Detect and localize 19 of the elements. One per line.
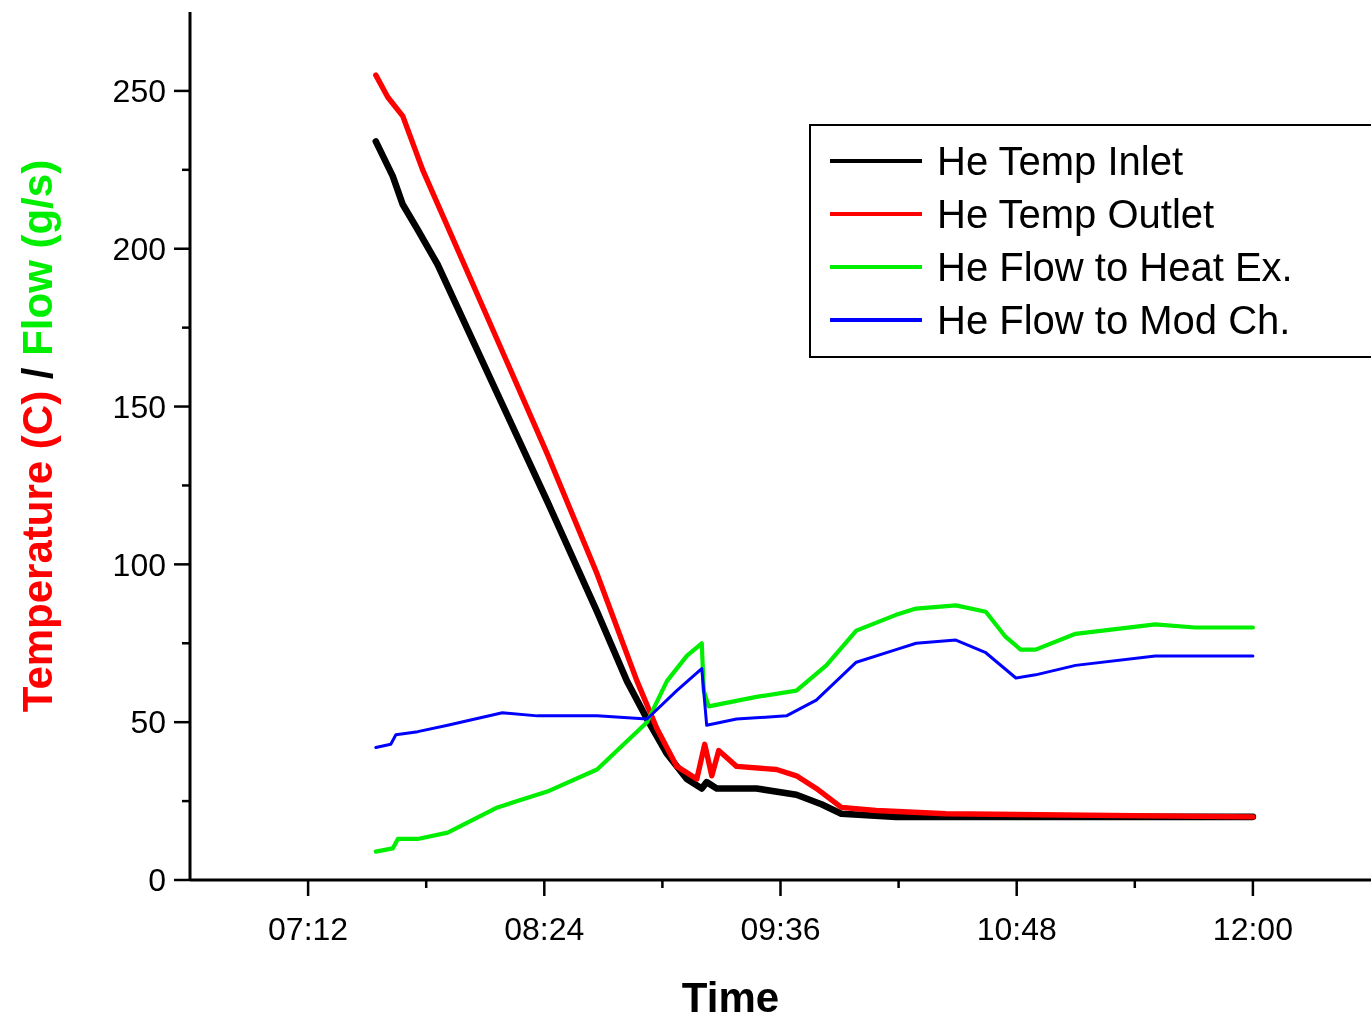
x-tick-label: 09:36 — [740, 911, 821, 947]
y-tick-label: 0 — [148, 862, 166, 899]
x-tick-label: 10:48 — [976, 911, 1057, 947]
y-axis-title: Temperature (C) / Flow (g/s) — [14, 159, 61, 713]
line-series — [374, 638, 1255, 749]
legend-label: He Temp Outlet — [937, 192, 1215, 236]
x-axis-title: Time — [681, 974, 780, 1016]
x-tick-label: 12:00 — [1212, 911, 1293, 947]
y-tick-label: 200 — [112, 230, 166, 267]
x-tick-label: 07:12 — [268, 911, 349, 947]
legend-label: He Temp Inlet — [937, 139, 1184, 183]
y-tick-label: 150 — [112, 388, 166, 425]
y-tick-label: 100 — [112, 546, 166, 583]
y-tick-label: 250 — [112, 73, 166, 110]
y-tick-label: 50 — [130, 704, 166, 741]
legend-label: He Flow to Heat Ex. — [937, 245, 1293, 289]
x-tick-label: 08:24 — [504, 911, 585, 947]
legend-label: He Flow to Mod Ch. — [937, 298, 1291, 342]
line-series — [373, 603, 1255, 854]
